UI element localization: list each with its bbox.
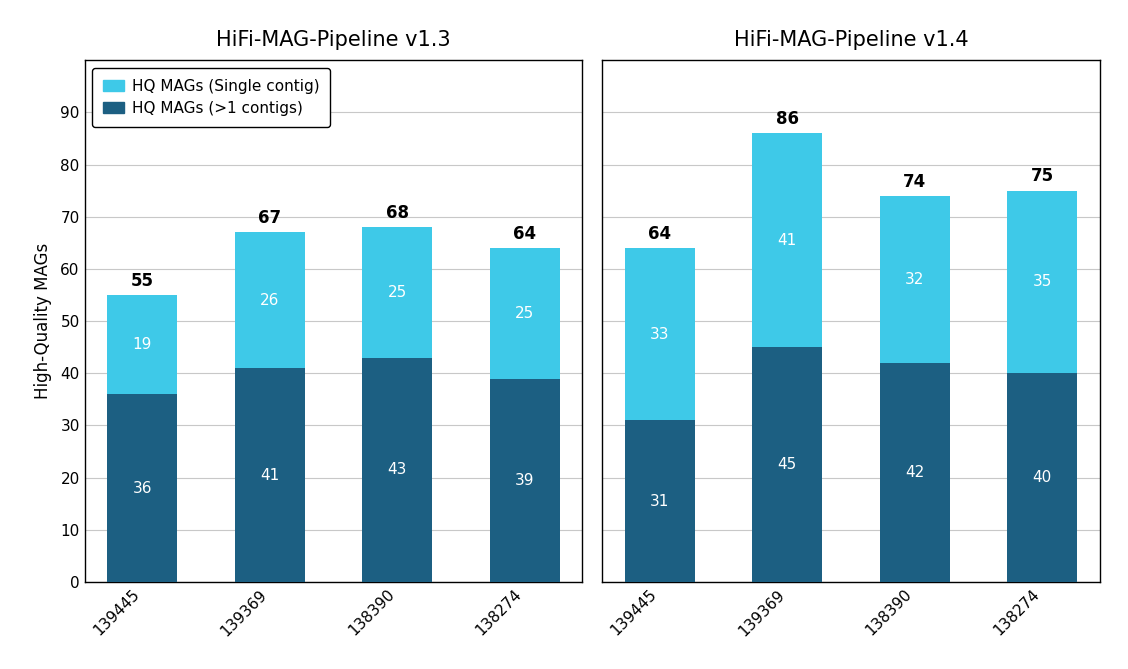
Text: 25: 25 [388,285,407,300]
Text: 32: 32 [905,272,924,287]
Text: 74: 74 [904,173,926,191]
Bar [362,358,432,582]
Text: 68: 68 [386,204,408,222]
Text: 39: 39 [514,473,535,488]
Text: 64: 64 [649,225,671,243]
Bar [625,420,695,582]
Bar [752,347,822,582]
Text: 33: 33 [650,326,670,342]
Text: 19: 19 [133,337,152,352]
Bar [490,379,559,582]
Text: 41: 41 [777,233,796,248]
Bar [235,368,305,582]
Bar [1007,191,1077,373]
Bar [107,394,177,582]
Bar [625,248,695,420]
Text: 31: 31 [650,494,670,508]
Text: 26: 26 [261,293,280,308]
Text: 43: 43 [387,462,407,478]
Text: 64: 64 [513,225,536,243]
Text: 86: 86 [776,110,799,128]
Legend: HQ MAGs (Single contig), HQ MAGs (>1 contigs): HQ MAGs (Single contig), HQ MAGs (>1 con… [92,68,331,127]
Bar [752,133,822,347]
Text: 36: 36 [132,480,152,496]
Text: 35: 35 [1032,274,1051,290]
Text: 25: 25 [515,306,535,321]
Bar [235,232,305,368]
Text: 55: 55 [131,272,153,290]
Y-axis label: High-Quality MAGs: High-Quality MAGs [34,243,52,399]
Bar [880,363,950,582]
Text: 45: 45 [777,457,796,472]
Bar [107,295,177,394]
Bar [490,248,559,379]
Title: HiFi-MAG-Pipeline v1.4: HiFi-MAG-Pipeline v1.4 [733,30,968,50]
Text: 42: 42 [905,465,924,480]
Text: 41: 41 [261,468,280,482]
Text: 40: 40 [1032,470,1051,485]
Bar [880,196,950,363]
Bar [1007,373,1077,582]
Bar [362,227,432,358]
Title: HiFi-MAG-Pipeline v1.3: HiFi-MAG-Pipeline v1.3 [217,30,451,50]
Text: 75: 75 [1031,167,1054,185]
Text: 67: 67 [258,209,281,227]
